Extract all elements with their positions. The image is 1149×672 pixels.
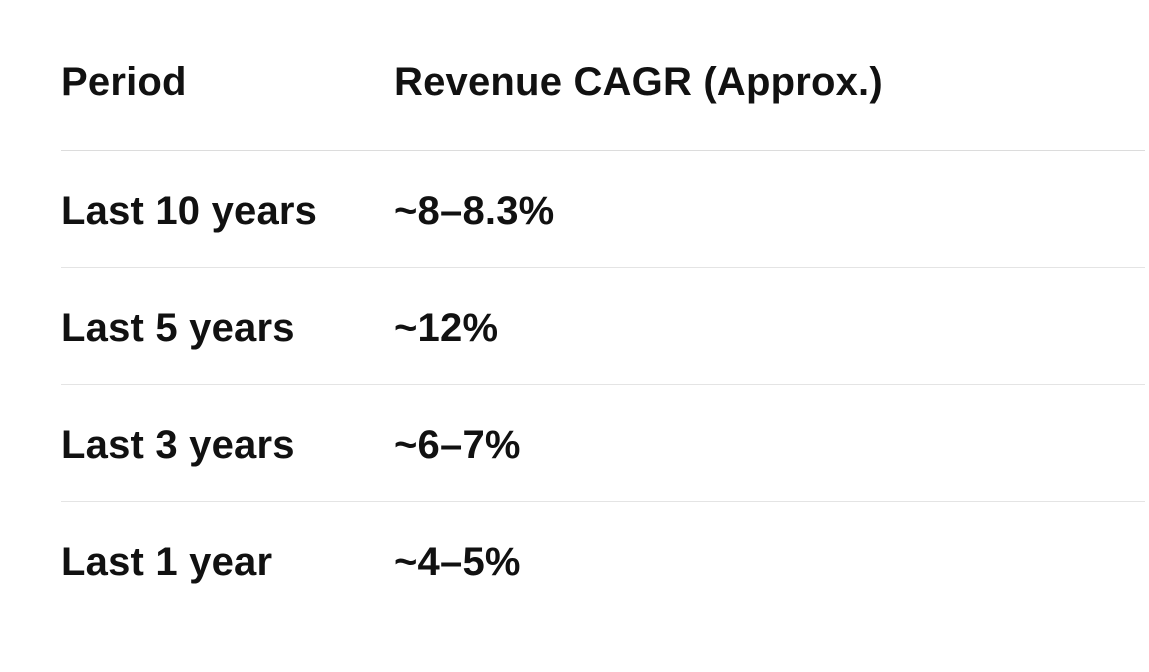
table-row: Last 3 years ~6–7% [61,385,1145,502]
period-cell: Last 5 years [61,305,295,350]
header-period: Period [61,60,187,104]
period-cell: Last 10 years [61,188,318,233]
cagr-cell: ~12% [394,305,499,350]
period-cell: Last 3 years [61,422,295,467]
period-cell: Last 1 year [61,540,273,584]
cagr-cell: ~8–8.3% [394,188,555,233]
table-row: Last 5 years ~12% [61,268,1145,385]
table-row: Last 1 year ~4–5% [61,502,1145,619]
table-row: Last 10 years ~8–8.3% [61,151,1145,268]
table-header-row: Period Revenue CAGR (Approx.) [61,0,1145,151]
cagr-cell: ~6–7% [394,422,521,467]
header-revenue-cagr: Revenue CAGR (Approx.) [394,60,883,104]
cagr-cell: ~4–5% [394,540,521,584]
cagr-table: Period Revenue CAGR (Approx.) Last 10 ye… [61,0,1145,619]
